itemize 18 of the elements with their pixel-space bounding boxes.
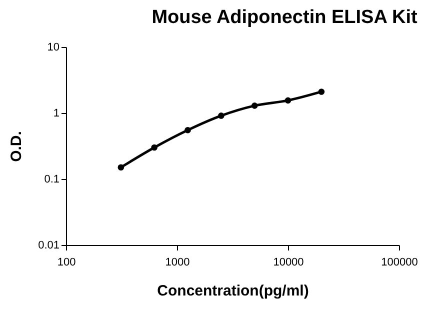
- x-axis-title: Concentration(pg/ml): [157, 282, 309, 300]
- y-tick-label: 1: [53, 108, 60, 120]
- point: [284, 97, 292, 104]
- x-tick-label: 1000: [165, 256, 190, 268]
- point: [118, 164, 124, 171]
- point: [251, 102, 258, 109]
- point: [218, 112, 224, 119]
- y-axis-title: O.D.: [8, 131, 26, 162]
- y-tick-label: 0.1: [44, 174, 60, 186]
- x-tick-label: 10000: [273, 256, 304, 268]
- point: [151, 144, 158, 151]
- x-tick-label: 100: [57, 256, 76, 268]
- chart-title: Mouse Adiponectin ELISA Kit: [152, 7, 418, 28]
- x-tick-label: 100000: [381, 256, 418, 268]
- y-tick-label: 0.01: [38, 240, 60, 252]
- point: [318, 88, 325, 95]
- point: [184, 126, 191, 134]
- y-tick-label: 10: [47, 42, 60, 54]
